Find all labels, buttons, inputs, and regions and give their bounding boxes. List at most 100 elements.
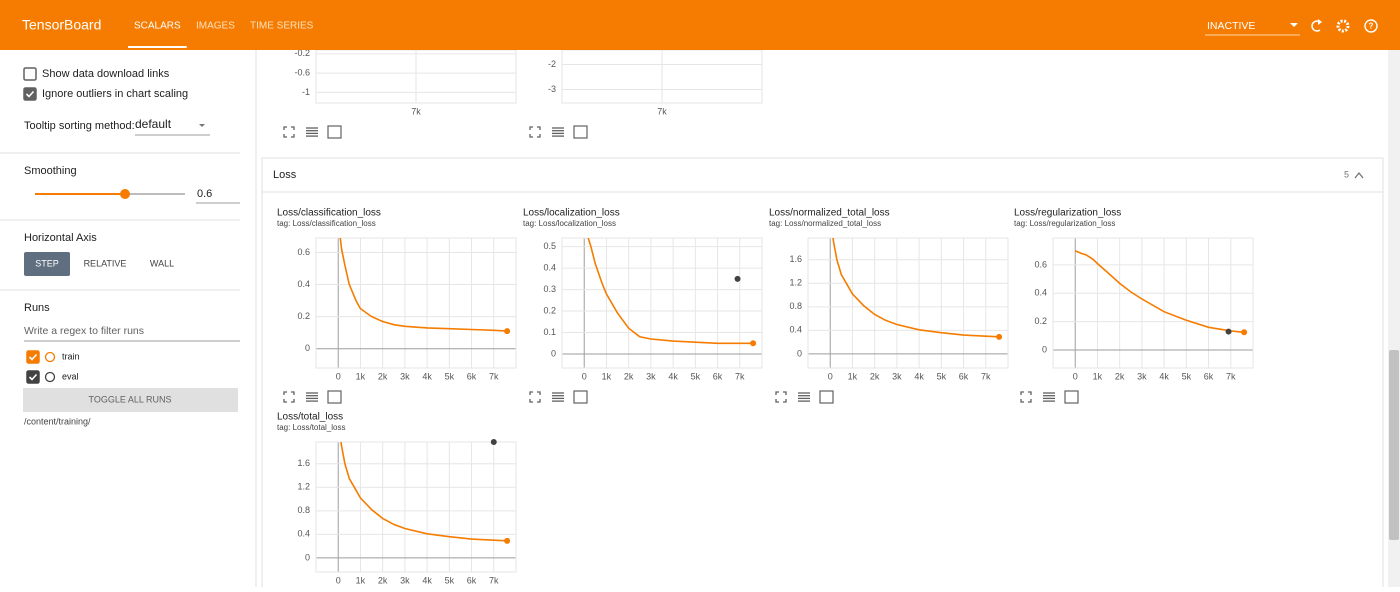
y-tick-label: 0.4 [1034, 288, 1047, 298]
help-icon[interactable] [1364, 19, 1378, 33]
fit-icon[interactable] [573, 390, 588, 404]
fullscreen-icon[interactable] [283, 126, 295, 138]
refresh-icon[interactable] [1311, 20, 1321, 32]
series-line [339, 238, 508, 332]
chart-card: 7k -2 -3 [529, 49, 763, 139]
tab[interactable]: SCALARS [134, 21, 181, 32]
y-tick-label: -1 [302, 87, 310, 97]
plot-frame [561, 237, 763, 369]
y-tick-label: 0 [551, 348, 556, 358]
x-tick-label: 2k [624, 371, 634, 381]
x-tick-label: 7k [657, 106, 667, 116]
chart-tag: tag: Loss/regularization_loss [1014, 219, 1115, 228]
x-tick-label: 5k [445, 575, 455, 585]
x-tick-label: 3k [1137, 371, 1147, 381]
x-tick-label: 7k [1226, 371, 1236, 381]
x-tick-label: 4k [422, 371, 432, 381]
y-tick-label: 0.4 [789, 325, 802, 335]
option-label: Ignore outliers in chart scaling [42, 88, 188, 100]
fit-icon[interactable] [819, 390, 834, 404]
run-name: eval [62, 371, 79, 381]
toggle-button[interactable] [23, 388, 238, 412]
x-tick-label: 1k [848, 371, 858, 381]
header [0, 0, 1400, 50]
x-tick-label: 6k [467, 575, 477, 585]
chart-title: Loss/localization_loss [523, 208, 620, 219]
x-tick-label: 4k [914, 371, 924, 381]
fullscreen-icon[interactable] [775, 391, 787, 403]
caret [199, 124, 205, 127]
scrollbar-thumb[interactable] [1389, 350, 1399, 540]
y-tick-label: 0.5 [543, 241, 556, 251]
y-tick-label: 0.4 [543, 262, 556, 272]
tab-indicator [128, 46, 187, 48]
chart-tag: tag: Loss/total_loss [277, 423, 345, 432]
x-tick-label: 7k [981, 371, 991, 381]
fit-icon[interactable] [327, 390, 342, 404]
x-tick-label: 1k [602, 371, 612, 381]
x-tick-label: 0 [828, 371, 833, 381]
axis-button[interactable]: STEP [35, 258, 59, 268]
x-tick-label: 4k [668, 371, 678, 381]
checkbox[interactable] [26, 370, 40, 384]
axis-button[interactable]: WALL [150, 258, 174, 268]
fullscreen-icon[interactable] [1020, 391, 1032, 403]
checkmark [25, 90, 35, 98]
series-point [504, 328, 511, 335]
x-tick-label: 7k [489, 575, 499, 585]
slider-thumb[interactable] [120, 189, 130, 199]
chart-title: Loss/total_loss [277, 412, 343, 423]
sidebar-content: Show data download links Ignore outliers… [0, 67, 240, 426]
chart-title: Loss/classification_loss [277, 208, 381, 219]
section-card [261, 157, 1384, 592]
tooltip-select[interactable]: default [135, 117, 172, 131]
x-tick-label: 3k [400, 371, 410, 381]
y-tick-label: 0.2 [1034, 316, 1047, 326]
fullscreen-icon[interactable] [529, 126, 541, 138]
series-point [750, 340, 757, 347]
smoothing-input[interactable]: 0.6 [197, 188, 212, 200]
y-tick-label: -2 [548, 59, 556, 69]
checkbox[interactable] [23, 87, 37, 101]
fullscreen-icon[interactable] [283, 391, 295, 403]
section-title[interactable]: Loss [273, 169, 297, 181]
runs-filter[interactable]: Write a regex to filter runs [24, 325, 144, 337]
section-count: 5 [1344, 169, 1349, 179]
plot-frame [807, 237, 1009, 369]
y-tick-label: 0.3 [543, 284, 556, 294]
x-tick-label: 6k [713, 371, 723, 381]
checkbox[interactable] [26, 350, 40, 364]
refresh-arrow [1318, 19, 1322, 25]
checkbox[interactable] [23, 67, 37, 81]
y-tick-label: 0 [305, 552, 310, 562]
x-tick-label: 2k [378, 575, 388, 585]
run-color [44, 351, 56, 363]
fit-icon[interactable] [1064, 390, 1079, 404]
tooltip-label: Tooltip sorting method: [24, 120, 135, 132]
status-select[interactable]: INACTIVE [1207, 20, 1255, 32]
tab[interactable]: TIME SERIES [250, 21, 314, 32]
y-tick-label: 0.8 [789, 301, 802, 311]
axis-button[interactable]: RELATIVE [84, 258, 127, 268]
fit-icon[interactable] [573, 125, 588, 139]
x-tick-label: 2k [1115, 371, 1125, 381]
series-point [504, 537, 511, 544]
y-tick-label: 0.4 [297, 279, 310, 289]
collapse-icon[interactable] [1354, 171, 1364, 179]
settings-icon[interactable] [1336, 19, 1350, 33]
run-name: train [62, 351, 80, 361]
chart-card: 7k -0.2 -0.6 -1 [283, 48, 517, 139]
x-tick-label: 4k [1159, 371, 1169, 381]
x-tick-label: 3k [646, 371, 656, 381]
y-tick-label: 0.1 [543, 327, 556, 337]
axis-button-bg [24, 252, 70, 276]
tab[interactable]: IMAGES [196, 21, 235, 32]
x-tick-label: 6k [959, 371, 969, 381]
x-tick-label: 7k [489, 371, 499, 381]
fullscreen-icon[interactable] [529, 391, 541, 403]
fit-icon[interactable] [327, 125, 342, 139]
x-tick-label: 7k [411, 106, 421, 116]
plot-frame [315, 441, 517, 573]
